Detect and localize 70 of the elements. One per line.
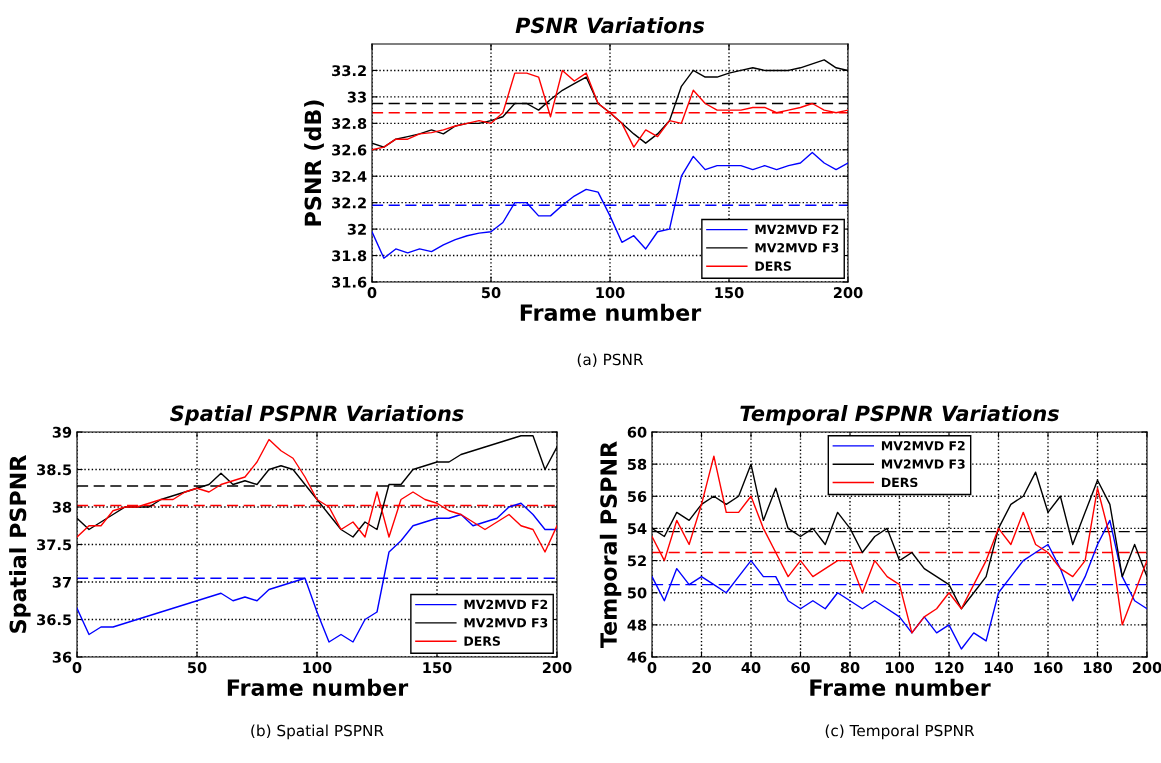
x-tick-label: 150 bbox=[423, 662, 452, 674]
y-tick-label: 54 bbox=[627, 523, 647, 535]
y-axis-title: Temporal PSPNR bbox=[599, 441, 622, 648]
y-tick-label: 32.6 bbox=[332, 144, 367, 156]
x-tick-label: 0 bbox=[647, 662, 657, 674]
x-axis-title: Frame number bbox=[810, 678, 991, 696]
y-tick-label: 60 bbox=[627, 426, 647, 438]
x-tick-label: 140 bbox=[984, 662, 1014, 674]
y-tick-label: 38 bbox=[52, 501, 72, 513]
y-tick-label: 39 bbox=[52, 426, 72, 438]
y-tick-label: 37.5 bbox=[37, 539, 72, 551]
text: (c) Temporal PSPNR bbox=[825, 724, 975, 740]
x-tick-label: 200 bbox=[1132, 662, 1161, 674]
y-tick-label: 37 bbox=[52, 576, 71, 588]
y-tick-label: 32 bbox=[347, 223, 366, 235]
x-tick-label: 100 bbox=[596, 287, 625, 299]
x-tick-label: 50 bbox=[187, 662, 207, 674]
x-axis-title: Frame number bbox=[520, 303, 702, 321]
y-tick-label: 48 bbox=[627, 619, 647, 631]
y-tick-label: 33 bbox=[347, 91, 366, 103]
x-tick-label: 200 bbox=[833, 287, 863, 299]
x-tick-label: 100 bbox=[303, 662, 332, 674]
y-tick-label: 32.4 bbox=[332, 170, 367, 182]
y-tick-label: 32.8 bbox=[332, 118, 367, 130]
y-tick-label: 38.5 bbox=[37, 464, 72, 476]
chart-title: PSNR Variations bbox=[515, 17, 705, 34]
x-tick-label: 40 bbox=[741, 662, 761, 674]
y-tick-label: 31.8 bbox=[332, 250, 367, 262]
chart-title: Temporal PSPNR Variations bbox=[740, 405, 1059, 426]
y-tick-label: 31.6 bbox=[332, 276, 367, 288]
x-tick-label: 50 bbox=[481, 287, 501, 299]
y-tick-label: 36 bbox=[52, 651, 72, 663]
y-tick-label: 36.5 bbox=[37, 614, 72, 626]
text: (a) PSNR bbox=[577, 353, 644, 368]
line-series bbox=[652, 455, 1147, 634]
legend-label: DERS bbox=[464, 636, 500, 646]
legend-label: MV2MVD F3 bbox=[755, 243, 839, 253]
y-tick-label: 52 bbox=[627, 555, 646, 567]
x-tick-label: 120 bbox=[935, 662, 964, 674]
x-tick-label: 150 bbox=[715, 287, 744, 299]
y-axis-title: PSNR (dB) bbox=[304, 100, 324, 226]
x-tick-label: 100 bbox=[885, 662, 915, 674]
legend-label: MV2MVD F2 bbox=[464, 599, 548, 609]
line-series bbox=[372, 151, 848, 259]
x-tick-label: 0 bbox=[367, 287, 377, 299]
legend-label: MV2MVD F2 bbox=[755, 224, 839, 234]
x-tick-label: 80 bbox=[840, 662, 860, 674]
legend-label: DERS bbox=[881, 477, 918, 488]
y-axis-title: Spatial PSPNR bbox=[9, 455, 31, 633]
y-tick-label: 58 bbox=[627, 458, 647, 470]
legend-label: MV2MVD F3 bbox=[881, 459, 965, 469]
y-tick-label: 50 bbox=[627, 587, 647, 599]
y-tick-label: 32.2 bbox=[332, 197, 366, 209]
line-series bbox=[652, 519, 1147, 650]
legend-label: MV2MVD F2 bbox=[881, 440, 965, 451]
x-tick-label: 160 bbox=[1034, 662, 1063, 674]
line-series bbox=[77, 438, 557, 553]
legend-label: MV2MVD F3 bbox=[464, 618, 548, 628]
x-tick-label: 200 bbox=[542, 662, 572, 674]
x-tick-label: 0 bbox=[72, 662, 82, 674]
chart-title: Spatial PSPNR Variations bbox=[170, 405, 464, 426]
y-tick-label: 46 bbox=[627, 651, 647, 663]
y-tick-label: 33.2 bbox=[332, 65, 366, 77]
x-tick-label: 180 bbox=[1083, 662, 1113, 674]
text: (b) Spatial PSPNR bbox=[251, 724, 384, 740]
x-tick-label: 20 bbox=[692, 662, 711, 674]
x-axis-title: Frame number bbox=[227, 678, 409, 696]
legend-label: DERS bbox=[755, 261, 791, 271]
x-tick-label: 60 bbox=[791, 662, 810, 674]
y-tick-label: 56 bbox=[627, 491, 647, 503]
